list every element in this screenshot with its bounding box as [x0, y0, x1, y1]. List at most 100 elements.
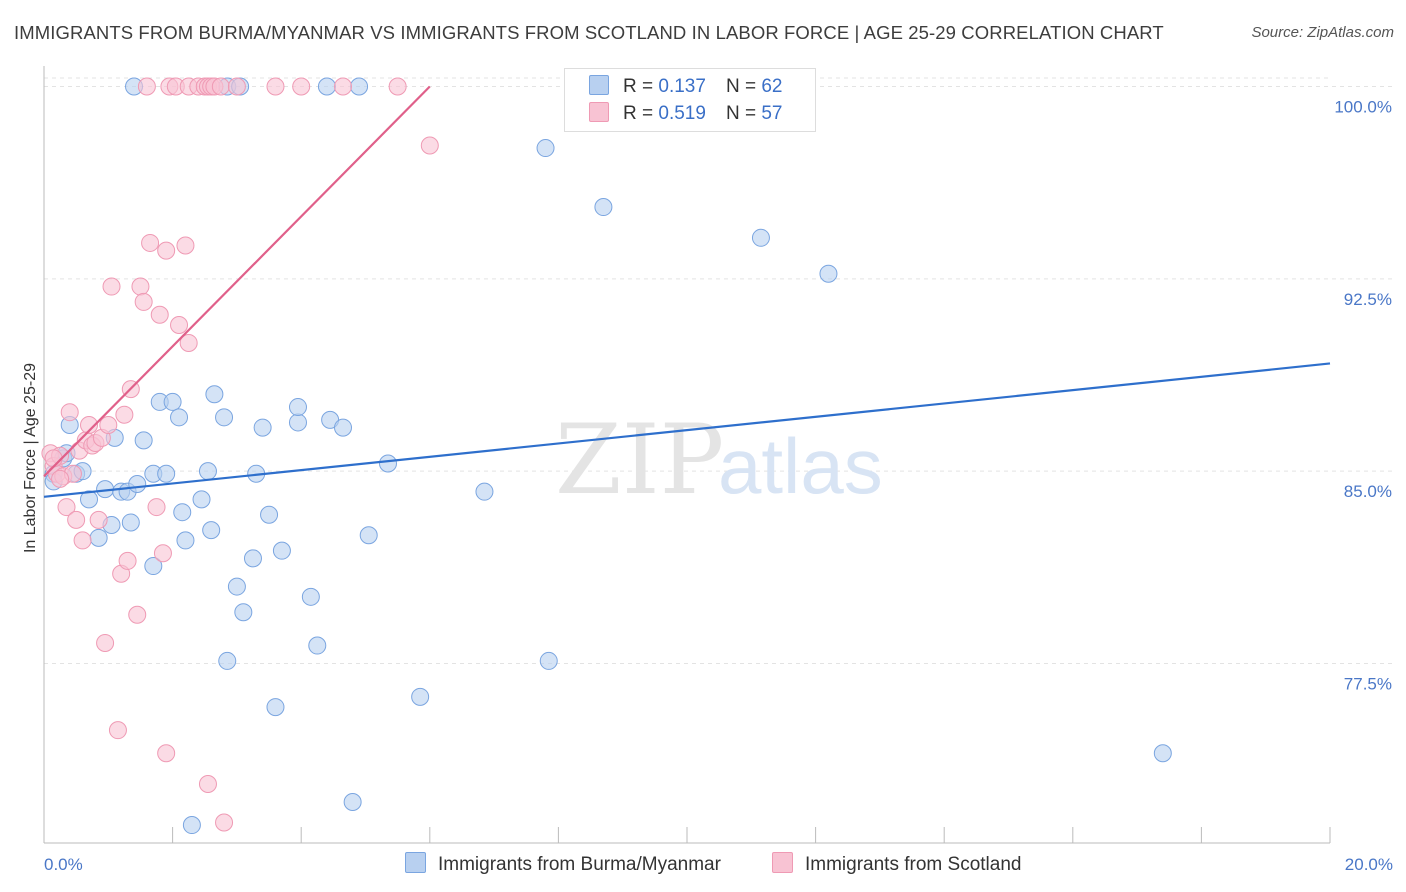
burma-point — [227, 577, 246, 596]
scotland-point — [73, 531, 92, 550]
y-tick-label: 77.5% — [1344, 674, 1392, 693]
y-tick-label: 85.0% — [1344, 482, 1392, 501]
scotland-point — [420, 136, 439, 155]
burma-point — [333, 418, 352, 437]
scotland-point — [176, 236, 195, 255]
burma-point — [243, 549, 262, 568]
burma-point — [192, 490, 211, 509]
scotland-point — [266, 77, 285, 96]
scotland-point — [179, 333, 198, 352]
burma-point — [411, 687, 430, 706]
x-tick-label-start: 0.0% — [44, 855, 83, 874]
y-tick-label: 92.5% — [1344, 290, 1392, 309]
scotland-point — [170, 316, 189, 334]
scotland-point — [198, 775, 217, 794]
legend-r-value-scotland: 0.519 — [658, 103, 706, 124]
burma-point — [475, 482, 494, 501]
legend-n-label: N = — [725, 103, 757, 124]
scotland-point — [227, 77, 246, 96]
burma-point — [144, 557, 163, 576]
chart-title: IMMIGRANTS FROM BURMA/MYANMAR VS IMMIGRA… — [14, 22, 1164, 43]
burma-point — [288, 398, 307, 417]
scotland-point — [80, 416, 99, 435]
burma-point — [266, 698, 285, 717]
scotland-point — [128, 605, 147, 624]
scotland-point — [157, 744, 176, 763]
scotland-point — [96, 633, 115, 652]
legend-row-burma: R = 0.137 N = 62 — [589, 75, 782, 101]
burma-point — [234, 603, 253, 622]
source-credit: Source: ZipAtlas.com — [1251, 24, 1394, 41]
burma-point — [301, 587, 320, 606]
legend-r-label: R = — [623, 103, 654, 124]
burma-point — [80, 490, 99, 509]
burma-point — [350, 77, 369, 96]
bottom-legend-swatch-scotland — [772, 852, 793, 873]
axis-layer: 77.5% 85.0% 92.5% 100.0% 0.0% 20.0% — [43, 66, 1393, 874]
burma-point — [819, 264, 838, 283]
burma-point — [536, 139, 555, 158]
burma-point — [308, 636, 327, 655]
burma-point — [539, 651, 558, 670]
burma-point — [176, 531, 195, 550]
scotland-point — [150, 305, 169, 324]
burma-point — [379, 454, 398, 473]
burma-point — [182, 816, 201, 835]
bottom-legend-burma: Immigrants from Burma/Myanmar — [405, 852, 721, 876]
scotland-point — [102, 277, 121, 296]
burma-point — [253, 418, 272, 437]
scotland-point — [108, 721, 127, 740]
burma-point — [157, 464, 176, 483]
burma-point — [205, 385, 224, 404]
burma-point — [359, 526, 378, 545]
legend-n-label: N = — [725, 76, 757, 97]
scotland-point — [57, 498, 76, 517]
burma-point — [215, 408, 234, 427]
burma-point — [260, 505, 279, 524]
burma-point — [272, 541, 291, 560]
bottom-legend-label-burma: Immigrants from Burma/Myanmar — [438, 854, 721, 875]
scotland-point — [51, 469, 70, 488]
legend-n-value-burma: 62 — [761, 76, 783, 97]
scotland-point — [157, 241, 176, 260]
bottom-legend-swatch-burma — [405, 852, 426, 873]
burma-point — [751, 228, 770, 247]
scotland-point — [292, 77, 311, 96]
legend-r-value-burma: 0.137 — [658, 76, 706, 97]
scotland-point — [60, 403, 79, 422]
burma-point — [89, 528, 108, 547]
scotland-point — [118, 551, 137, 570]
scotland-point — [147, 498, 166, 517]
burma-point — [198, 462, 217, 481]
watermark: ZIP atlas — [555, 404, 883, 516]
burma-point — [288, 413, 307, 432]
scotland-point — [115, 405, 134, 424]
scotland-point — [137, 77, 156, 96]
correlation-legend: R = 0.137 N = 62 R = 0.519 N = 57 — [564, 68, 816, 132]
bottom-legend-scotland: Immigrants from Scotland — [772, 852, 1021, 876]
bottom-legend-label-scotland: Immigrants from Scotland — [805, 854, 1022, 875]
x-tick-label-end: 20.0% — [1345, 855, 1393, 874]
watermark-zip: ZIP — [555, 404, 724, 516]
burma-point — [218, 651, 237, 670]
scotland-trend-line — [43, 85, 431, 478]
scotland-point — [134, 292, 153, 311]
burma-point — [121, 513, 140, 532]
scotland-point — [333, 77, 352, 96]
watermark-atlas: atlas — [718, 422, 883, 510]
scotland-point — [388, 77, 407, 96]
scotland-point — [141, 233, 160, 252]
scotland-point — [89, 510, 108, 529]
burma-point — [317, 77, 336, 96]
legend-row-scotland: R = 0.519 N = 57 — [589, 102, 782, 128]
scotland-point — [131, 277, 150, 296]
legend-swatch-burma — [589, 75, 609, 95]
burma-trend-line — [43, 362, 1331, 498]
grid-layer — [44, 77, 1392, 664]
burma-point — [594, 198, 613, 217]
scotland-point — [211, 77, 230, 96]
burma-point — [134, 431, 153, 450]
burma-point — [170, 408, 189, 427]
trend-layer — [43, 85, 1331, 498]
